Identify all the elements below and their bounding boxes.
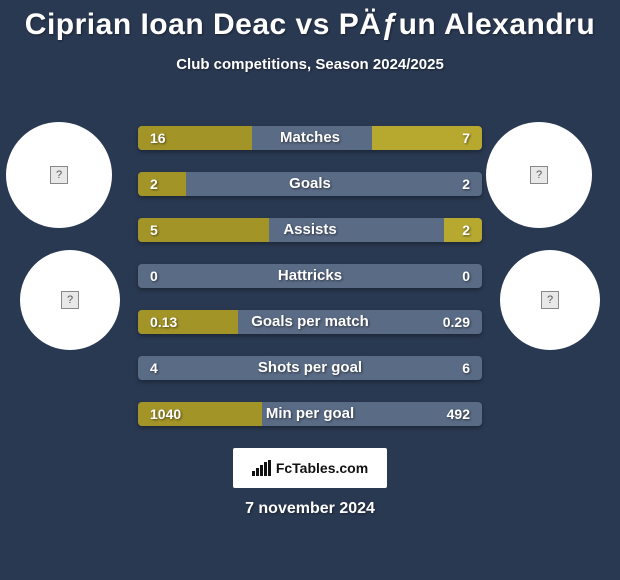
broken-image-icon xyxy=(541,291,559,309)
player1-headshot xyxy=(6,122,112,228)
stat-row: 22Goals xyxy=(138,172,482,196)
broken-image-icon xyxy=(61,291,79,309)
date-label: 7 november 2024 xyxy=(0,500,620,518)
stat-row: 46Shots per goal xyxy=(138,356,482,380)
stat-label: Goals xyxy=(138,172,482,196)
stat-row: 52Assists xyxy=(138,218,482,242)
stat-row: 167Matches xyxy=(138,126,482,150)
logo-chart-icon xyxy=(252,460,272,476)
fctables-logo: FcTables.com xyxy=(233,448,387,488)
stat-label: Min per goal xyxy=(138,402,482,426)
stat-label: Assists xyxy=(138,218,482,242)
stat-row: 0.130.29Goals per match xyxy=(138,310,482,334)
subtitle: Club competitions, Season 2024/2025 xyxy=(0,56,620,73)
player2-club xyxy=(500,250,600,350)
player1-club xyxy=(20,250,120,350)
stats-bars: 167Matches 22Goals 52Assists 00Hattricks 0.1… xyxy=(138,126,482,448)
stat-label: Goals per match xyxy=(138,310,482,334)
page-title: Ciprian Ioan Deac vs PÄƒun Alexandru xyxy=(0,0,620,42)
stat-label: Matches xyxy=(138,126,482,150)
broken-image-icon xyxy=(530,166,548,184)
stat-label: Hattricks xyxy=(138,264,482,288)
broken-image-icon xyxy=(50,166,68,184)
stat-label: Shots per goal xyxy=(138,356,482,380)
logo-text: FcTables.com xyxy=(276,460,368,476)
stat-row: 1040492Min per goal xyxy=(138,402,482,426)
stat-row: 00Hattricks xyxy=(138,264,482,288)
player2-headshot xyxy=(486,122,592,228)
